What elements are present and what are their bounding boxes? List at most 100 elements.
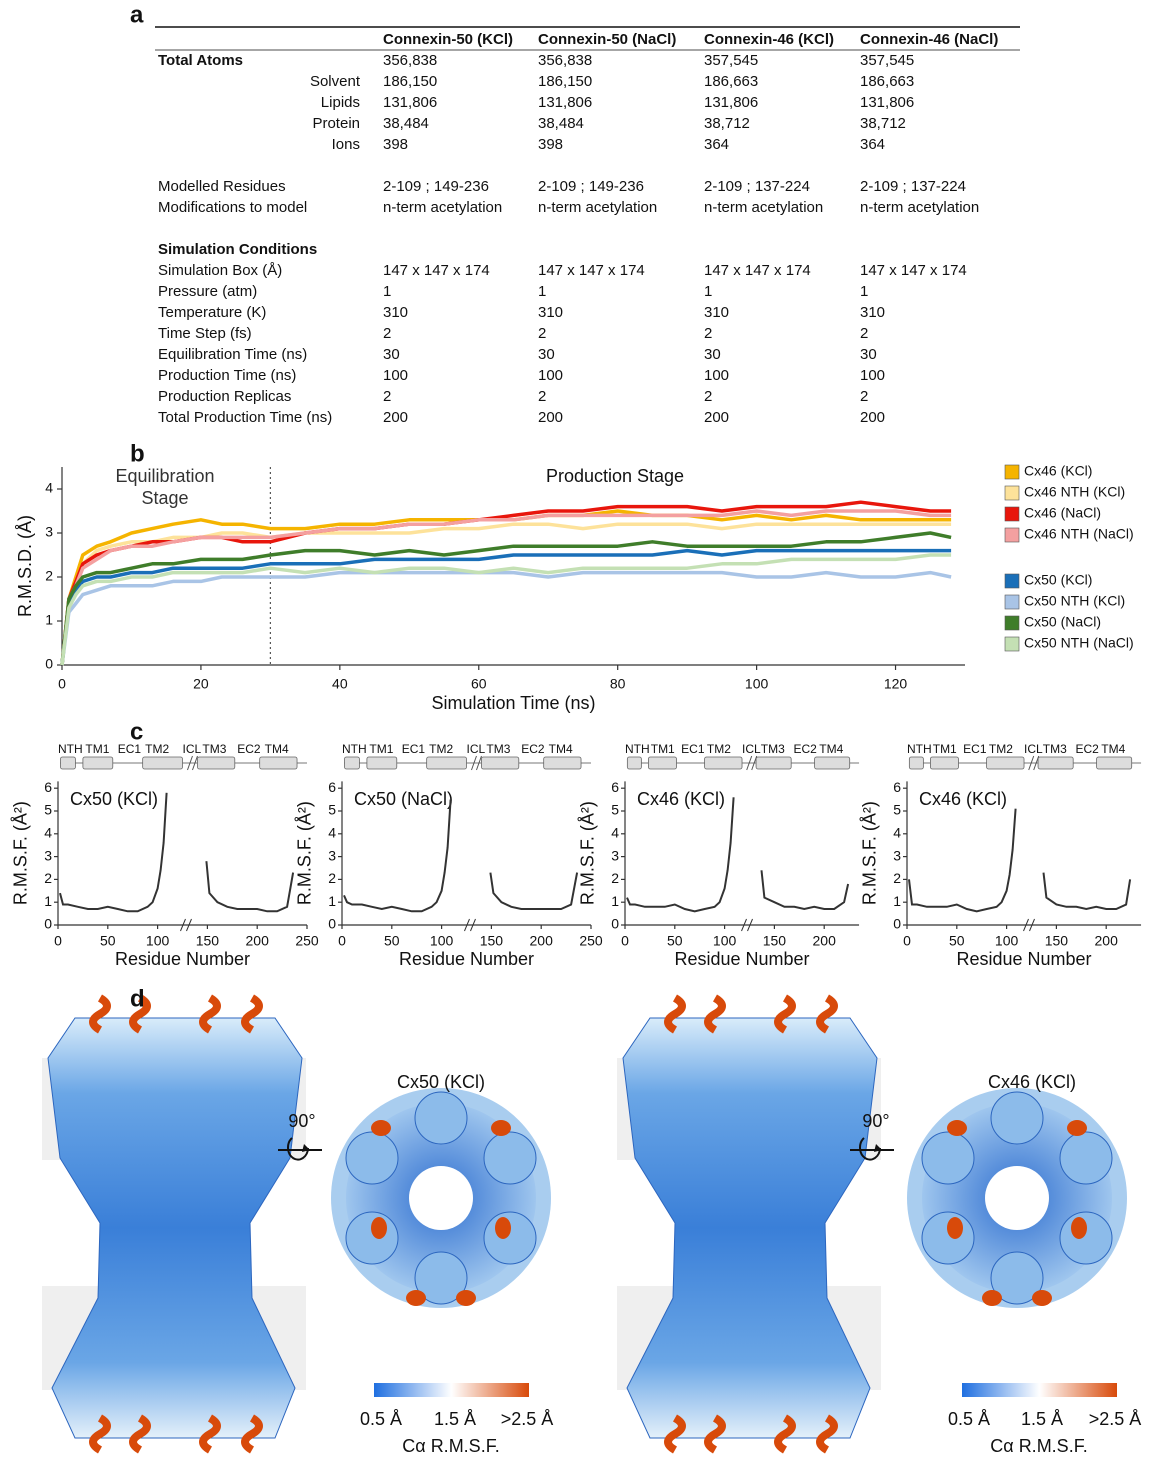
x-tick-label: 0: [58, 676, 66, 692]
domain-label: TM3: [1043, 742, 1067, 756]
row-label: Lipids: [321, 94, 360, 111]
row-label: Simulation Box (Å): [158, 262, 282, 279]
table-cell: 30: [860, 346, 877, 363]
row-label: Equilibration Time (ns): [158, 346, 307, 363]
data-line: [60, 509, 952, 666]
table-cell: 2: [704, 388, 712, 405]
domain-label: EC2: [794, 742, 818, 756]
x-tick-label: 150: [480, 933, 504, 949]
topology-box: [648, 756, 677, 770]
domain-label: TM2: [707, 742, 731, 756]
domain-label: EC1: [402, 742, 426, 756]
x-tick-label: 100: [713, 933, 737, 949]
y-tick-label: 2: [45, 568, 53, 584]
axis-break: [187, 755, 198, 771]
colorbar-label: 1.5 Å: [1021, 1409, 1063, 1429]
table-cell: 100: [538, 367, 563, 384]
topology-box: [344, 756, 360, 770]
domain-label: TM4: [549, 742, 573, 756]
column-header: Connexin-46 (NaCl): [860, 31, 998, 48]
chart-title: Cx50 (KCl): [70, 789, 158, 809]
legend-label: Cx50 (NaCl): [1024, 614, 1101, 630]
axis-break: [464, 918, 476, 932]
topology-box: [755, 756, 792, 770]
table-cell: 310: [383, 304, 408, 321]
table-cell: n-term acetylation: [538, 199, 657, 216]
row-label: Total Production Time (ns): [158, 409, 332, 426]
x-tick-label: 50: [667, 933, 683, 949]
table-cell: 1: [860, 283, 868, 300]
y-tick-label: 4: [328, 825, 336, 841]
domain-label: EC1: [963, 742, 987, 756]
legend-label: Cx46 (KCl): [1024, 463, 1092, 479]
x-axis-label: Simulation Time (ns): [431, 693, 595, 713]
colorbar-label: >2.5 Å: [1089, 1409, 1142, 1429]
y-tick-label: 5: [44, 802, 52, 818]
domain-label: TM1: [933, 742, 957, 756]
domain-label: TM4: [819, 742, 843, 756]
colorbar-label: 1.5 Å: [434, 1409, 476, 1429]
legend-label: Cx50 NTH (KCl): [1024, 593, 1125, 609]
domain-label: EC1: [681, 742, 705, 756]
colorbar: [374, 1383, 529, 1397]
x-tick-label: 0: [903, 933, 911, 949]
panel-label: d: [130, 985, 145, 1012]
y-tick-label: 3: [44, 847, 52, 863]
x-tick-label: 100: [745, 676, 769, 692]
data-line: [60, 522, 952, 666]
colorbar-title: Cα R.M.S.F.: [990, 1436, 1087, 1456]
legend-label: Cx46 NTH (KCl): [1024, 484, 1125, 500]
table-cell: 310: [538, 304, 563, 321]
y-tick-label: 3: [611, 847, 619, 863]
table-cell: 186,663: [704, 73, 758, 90]
y-tick-label: 0: [328, 916, 336, 932]
y-axis-label: R.M.S.D. (Å): [15, 515, 35, 617]
x-axis-label: Residue Number: [956, 949, 1091, 969]
table-cell: 147 x 147 x 174: [704, 262, 811, 279]
table-cell: 147 x 147 x 174: [860, 262, 967, 279]
legend-label: Cx50 (KCl): [1024, 572, 1092, 588]
axis-break: [471, 755, 482, 771]
table-cell: 2: [860, 325, 868, 342]
y-tick-label: 6: [893, 779, 901, 795]
table-cell: 1: [383, 283, 391, 300]
legend-swatch: [1004, 506, 1020, 522]
axis-break: [741, 918, 753, 932]
y-tick-label: 2: [611, 870, 619, 886]
table-cell: 30: [704, 346, 721, 363]
data-line: [626, 797, 850, 913]
section-title: Simulation Conditions: [158, 241, 317, 258]
x-tick-label: 120: [884, 676, 908, 692]
legend-label: Cx50 NTH (NaCl): [1024, 635, 1134, 651]
domain-label: EC2: [1076, 742, 1100, 756]
x-tick-label: 0: [338, 933, 346, 949]
row-label: Temperature (K): [158, 304, 266, 321]
y-tick-label: 4: [611, 825, 619, 841]
y-tick-label: 0: [611, 916, 619, 932]
colorbar: [962, 1383, 1117, 1397]
x-tick-label: 40: [332, 676, 348, 692]
table-cell: 131,806: [704, 94, 758, 111]
table-cell: 357,545: [860, 52, 914, 69]
x-tick-label: 150: [196, 933, 220, 949]
table-cell: 2: [538, 325, 546, 342]
x-tick-label: 20: [193, 676, 209, 692]
y-axis-label: R.M.S.F. (Å²): [295, 801, 315, 905]
domain-label: ICL: [1024, 742, 1043, 756]
y-tick-label: 4: [44, 825, 52, 841]
chart-title: Cx46 (KCl): [919, 789, 1007, 809]
row-label: Pressure (atm): [158, 283, 257, 300]
legend-label: Cx46 NTH (NaCl): [1024, 526, 1134, 542]
data-line: [60, 570, 952, 666]
domain-label: ICL: [183, 742, 202, 756]
x-tick-label: 100: [146, 933, 170, 949]
row-label: Production Time (ns): [158, 367, 296, 384]
domain-label: TM4: [265, 742, 289, 756]
data-line: [60, 548, 952, 666]
y-tick-label: 5: [893, 802, 901, 818]
table-cell: 398: [538, 136, 563, 153]
x-tick-label: 100: [430, 933, 454, 949]
y-tick-label: 6: [44, 779, 52, 795]
y-axis-label: R.M.S.F. (Å²): [11, 801, 31, 905]
domain-label: EC1: [118, 742, 142, 756]
